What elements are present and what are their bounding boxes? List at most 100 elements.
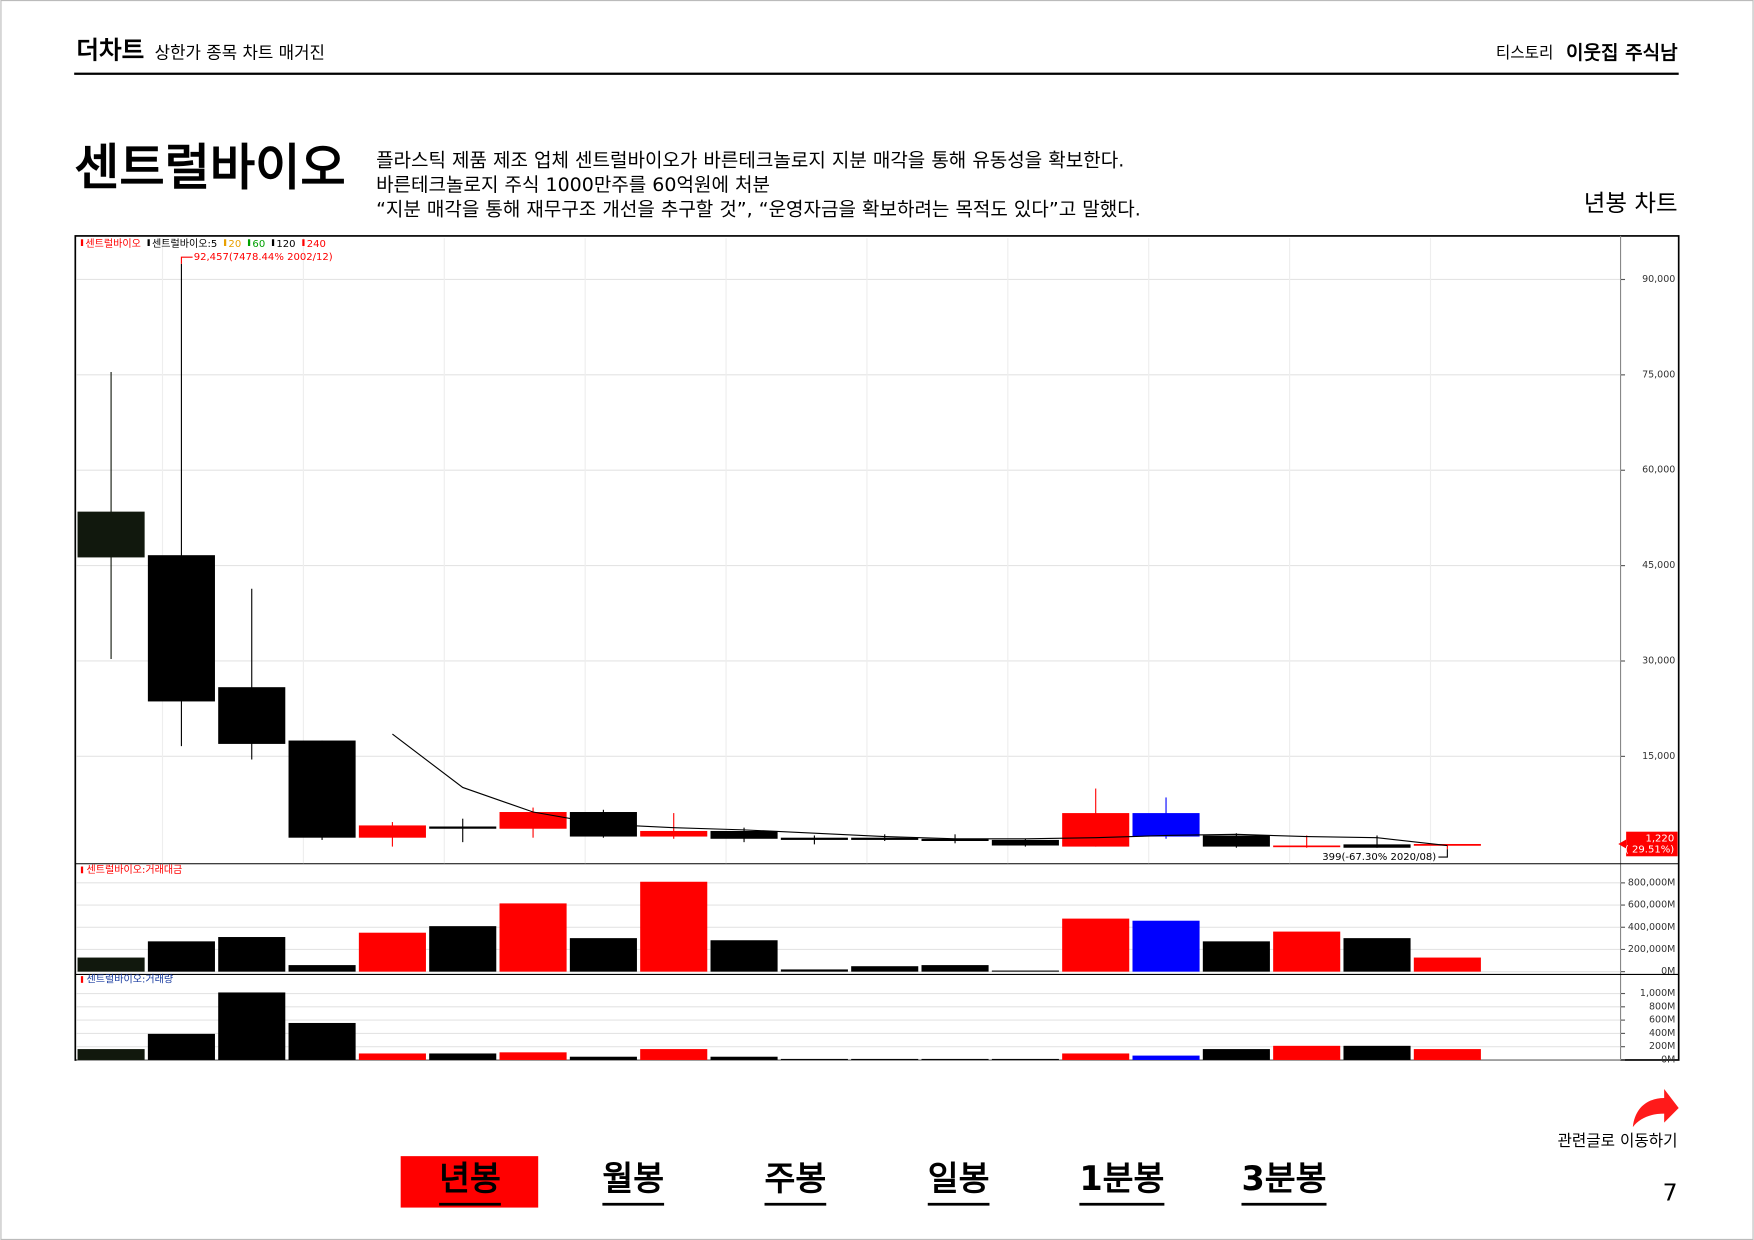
legend-label: 120	[276, 239, 295, 250]
author: 이웃집 주식남	[1566, 42, 1678, 64]
high-marker	[180, 256, 193, 264]
volume-bar	[921, 1058, 989, 1060]
y-tick-label: 800,000M	[1628, 877, 1675, 888]
nav-button[interactable]: 주봉	[765, 1159, 827, 1198]
legend-swatch	[302, 239, 305, 246]
low-marker	[1438, 849, 1448, 858]
legend-swatch	[80, 976, 84, 983]
legend-swatch	[271, 239, 275, 246]
candle-body	[218, 687, 286, 744]
legend-label: 센트럴바이오:5	[152, 237, 217, 250]
nav-button[interactable]: 일봉	[928, 1159, 990, 1198]
last-change-label: ( 29.51%)	[1625, 845, 1674, 856]
panel-title: 센트럴바이오:거래량	[86, 972, 173, 985]
volume-bar	[1062, 918, 1130, 972]
y-tick-label: 0M	[1661, 1054, 1675, 1065]
legend-swatch	[80, 866, 84, 874]
candle-body	[1062, 813, 1130, 847]
volume-bar	[77, 957, 145, 972]
y-tick-label: 0M	[1661, 966, 1675, 977]
volume-bar	[991, 1058, 1059, 1060]
y-tick-label: 75,000	[1642, 369, 1675, 380]
site: 티스토리	[1496, 43, 1554, 62]
y-tick-label: 400,000M	[1628, 922, 1675, 933]
y-tick-label: 800M	[1649, 1001, 1675, 1012]
volume-bar	[921, 965, 989, 972]
high-annotation: 92,457(7478.44% 2002/12)	[194, 252, 333, 263]
candle-body	[780, 837, 848, 840]
volume-bar	[1273, 1045, 1341, 1060]
volume-bar	[499, 1052, 567, 1060]
volume-bar	[710, 1056, 778, 1060]
chart-frame	[74, 235, 1680, 1061]
volume-bar	[1062, 1053, 1130, 1060]
candle-body	[77, 511, 145, 558]
candle-body	[358, 825, 426, 838]
volume-bar	[1413, 957, 1481, 972]
last-price-label: 1,220	[1645, 833, 1674, 844]
low-annotation: 399(-67.30% 2020/08)	[1322, 852, 1436, 863]
volume-bar	[1132, 1055, 1200, 1060]
y-tick-label: 200,000M	[1628, 944, 1675, 955]
volume-bar	[1202, 1049, 1270, 1060]
y-tick-label: 600M	[1649, 1015, 1675, 1026]
volume-bar	[147, 1033, 215, 1060]
nav-button[interactable]: 1분봉	[1079, 1159, 1164, 1198]
nav-button[interactable]: 월봉	[602, 1159, 664, 1198]
candle-body	[921, 838, 989, 842]
volume-bar	[218, 992, 286, 1060]
volume-bar	[358, 1053, 426, 1060]
volume-bar	[569, 1056, 637, 1060]
volume-bar	[780, 969, 848, 972]
y-tick-label: 30,000	[1642, 655, 1675, 666]
legend-label: 센트럴바이오	[85, 237, 140, 250]
brand: 더차트	[76, 35, 144, 64]
nav-button[interactable]: 3분봉	[1241, 1159, 1326, 1198]
volume-bar	[569, 938, 637, 972]
description-line: 바른테크놀로지 주식 1000만주를 60억원에 처분	[376, 174, 770, 196]
related-link[interactable]: 관련글로 이동하기	[1557, 1089, 1679, 1150]
nav-button[interactable]: 년봉	[439, 1159, 501, 1198]
last-price-box	[1626, 831, 1678, 857]
volume-bar	[218, 937, 286, 972]
y-tick-label: 400M	[1649, 1028, 1675, 1039]
volume-bar	[1413, 1049, 1481, 1060]
candle-body	[1273, 845, 1341, 848]
candle-body	[1202, 835, 1270, 847]
y-tick-label: 200M	[1649, 1041, 1675, 1052]
related-text[interactable]: 관련글로 이동하기	[1557, 1131, 1677, 1150]
candle-body	[1132, 813, 1200, 837]
y-tick-label: 15,000	[1642, 751, 1675, 762]
legend-swatch	[223, 239, 227, 246]
volume-bar	[640, 1049, 708, 1060]
page-number: 7	[1663, 1179, 1678, 1207]
legend-label: 240	[307, 239, 326, 250]
volume-bar	[1132, 920, 1200, 972]
stock-title: 센트럴바이오	[74, 139, 346, 197]
volume-bar	[429, 926, 497, 972]
candle-body	[429, 826, 497, 829]
candle-body	[147, 555, 215, 702]
volume-bar	[851, 1058, 919, 1060]
candle-body	[991, 839, 1059, 846]
candle-body	[640, 830, 708, 837]
volume-bar	[991, 970, 1059, 972]
y-tick-label: 60,000	[1642, 465, 1675, 476]
candle-body	[1343, 844, 1411, 848]
y-tick-label: 45,000	[1642, 560, 1675, 571]
volume-bar	[288, 1022, 356, 1060]
legend-swatch	[80, 239, 84, 246]
legend-swatch	[247, 239, 251, 246]
legend-label: 20	[228, 239, 241, 250]
legend-label: 60	[252, 239, 265, 250]
volume-bar	[147, 941, 215, 972]
volume-bar	[851, 966, 919, 972]
y-tick-label: 90,000	[1642, 274, 1675, 285]
volume-bar	[1343, 1045, 1411, 1060]
y-tick-label: 1,000M	[1640, 988, 1675, 999]
volume-bar	[429, 1053, 497, 1060]
volume-bar	[710, 940, 778, 972]
candle-body	[710, 830, 778, 839]
last-price-pointer	[1618, 839, 1627, 849]
